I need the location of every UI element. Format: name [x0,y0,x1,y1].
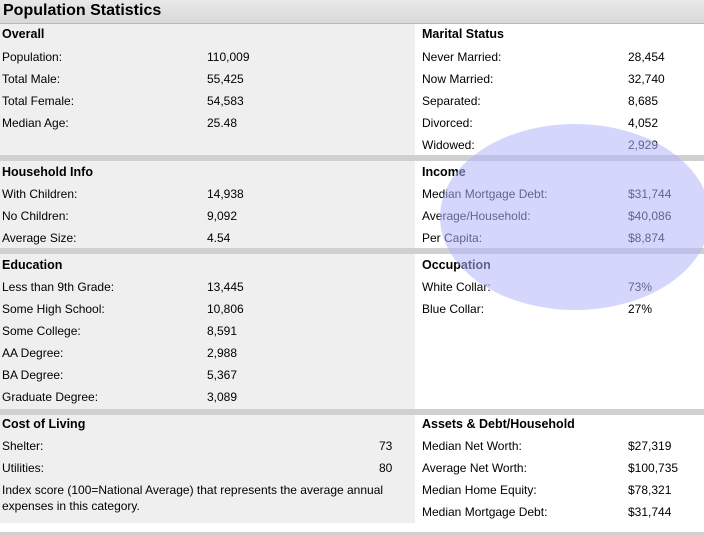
row-label: Average Size: [2,231,77,245]
row-label: Median Age: [2,116,69,130]
row-label: Average/Household: [422,209,531,223]
education-section: Education Less than 9th Grade: 13,445 So… [0,254,415,409]
row-label: Divorced: [422,116,473,130]
row-value: 10,806 [207,302,244,316]
row-value: $40,086 [628,209,672,223]
row-label: Total Female: [2,94,75,108]
marital-section: Marital Status Never Married: 28,454 Now… [419,24,704,155]
row-value: 54,583 [207,94,244,108]
household-heading: Household Info [2,165,93,179]
section-divider [0,155,704,161]
section-divider [0,409,704,415]
income-heading: Income [422,165,466,179]
row-value: 55,425 [207,72,244,86]
row-value: 4.54 [207,231,231,245]
row-value: 4,052 [628,116,659,130]
row-value: $100,735 [628,461,679,475]
overall-section: Overall Population: 110,009 Total Male: … [0,24,415,155]
row-label: White Collar: [422,280,491,294]
cost-of-living-section: Cost of Living Shelter: 73 Utilities: 80 [0,415,415,523]
row-value: 2,988 [207,346,238,360]
row-value: 32,740 [628,72,665,86]
row-label: Median Net Worth: [422,439,522,453]
section-divider [0,248,704,254]
row-label: Average Net Worth: [422,461,527,475]
income-section: Income Median Mortgage Debt: $31,744 Ave… [419,161,704,248]
row-value: $31,744 [628,187,672,201]
row-value: $8,874 [628,231,665,245]
row-value: 3,089 [207,390,238,404]
row-value: 8,591 [207,324,238,338]
row-label: Utilities: [2,461,45,475]
row-value: 25.48 [207,116,238,130]
row-label: No Children: [2,209,69,223]
row-label: Graduate Degree: [2,390,99,404]
occupation-heading: Occupation [422,258,491,272]
row-label: Now Married: [422,72,494,86]
row-label: Median Mortgage Debt: [422,505,548,519]
cost-of-living-heading: Cost of Living [2,417,86,431]
row-label: Separated: [422,94,481,108]
page-title: Population Statistics [3,2,162,19]
row-label: BA Degree: [2,368,64,382]
cost-of-living-note: Index score (100=National Average) that … [2,483,384,513]
row-label: Less than 9th Grade: [2,280,115,294]
cost-row-shelter: Shelter: 73 [0,435,415,457]
row-value: 9,092 [207,209,238,223]
row-value: 73 [379,439,393,453]
row-label: Median Home Equity: [422,483,537,497]
row-label: With Children: [2,187,78,201]
assets-section: Assets & Debt/Household Median Net Worth… [419,415,704,523]
row-value: $27,319 [628,439,672,453]
occupation-section: Occupation White Collar: 73% Blue Collar… [419,254,704,409]
title-bar: Population Statistics [0,0,704,24]
row-label: Some High School: [2,302,105,316]
row-value: 13,445 [207,280,244,294]
marital-heading: Marital Status [422,27,504,41]
assets-heading: Assets & Debt/Household [422,417,575,431]
cost-row-utilities: Utilities: 80 [0,457,415,479]
row-value: $78,321 [628,483,672,497]
row-value: 8,685 [628,94,659,108]
row-label: AA Degree: [2,346,64,360]
row-label: Blue Collar: [422,302,485,316]
row-label: Per Capita: [422,231,483,245]
row-value: 2,929 [628,138,659,152]
row-value: 14,938 [207,187,244,201]
row-value: 27% [628,302,653,316]
row-value: 73% [628,280,653,294]
row-value: 110,009 [207,50,250,64]
row-label: Some College: [2,324,81,338]
row-label: Median Mortgage Debt: [422,187,548,201]
overall-heading: Overall [2,27,45,41]
row-value: $31,744 [628,505,672,519]
row-label: Widowed: [422,138,475,152]
row-label: Shelter: [2,439,44,453]
row-value: 80 [379,461,393,475]
row-label: Never Married: [422,50,502,64]
household-section: Household Info With Children: 14,938 No … [0,161,415,248]
education-heading: Education [2,258,63,272]
row-label: Total Male: [2,72,61,86]
row-value: 5,367 [207,368,238,382]
bottom-divider [0,532,704,535]
row-value: 28,454 [628,50,665,64]
row-label: Population: [2,50,63,64]
